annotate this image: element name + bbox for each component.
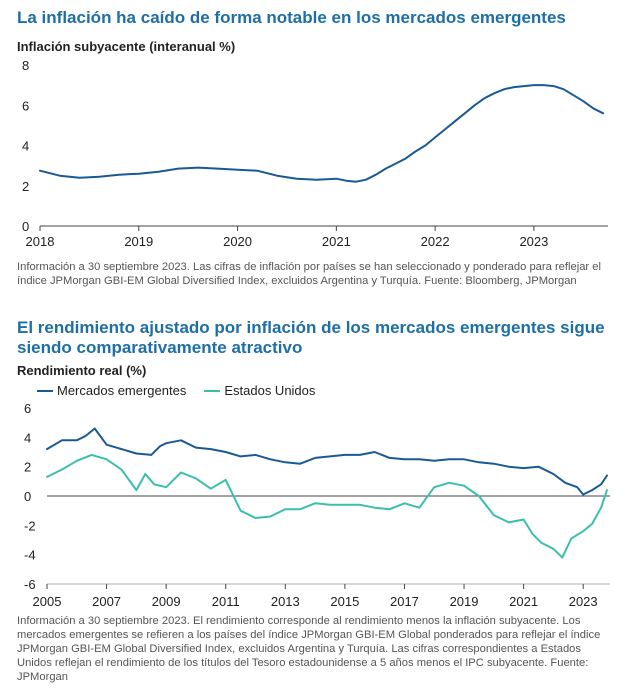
chart1-x-tick-label: 2022 — [421, 234, 450, 249]
chart1-x-tick-label: 2021 — [322, 234, 351, 249]
chart1-y-tick-label: 6 — [22, 98, 29, 113]
chart2-y-tick-label: 2 — [24, 460, 31, 475]
chart1-plot: 0 2 4 6 8 2018 2019 2020 2021 2022 2023 — [22, 58, 608, 249]
chart1-x-tick-label: 2020 — [223, 234, 252, 249]
chart2-series-line-a — [46, 427, 608, 496]
chart1-y-tick-label: 2 — [22, 179, 29, 194]
chart2-y-tick-label: -4 — [24, 548, 36, 563]
chart1-x-tick-label: 2019 — [124, 234, 153, 249]
chart2-x-tick-label: 2021 — [509, 594, 538, 609]
chart1-y-tick-label: 4 — [22, 139, 29, 154]
legend-item-us: Estados Unidos — [204, 383, 315, 398]
chart2-x-tick-label: 2011 — [212, 594, 240, 609]
chart2-axes — [46, 495, 610, 589]
legend-label-emerging: Mercados emergentes — [57, 383, 187, 398]
chart1-x-tick-label: 2023 — [519, 234, 548, 249]
legend-label-us: Estados Unidos — [224, 383, 316, 398]
chart1-y-tick-label: 0 — [22, 219, 29, 234]
chart1-title: La inflación ha caído de forma notable e… — [17, 8, 566, 27]
legend-swatch-emerging — [37, 389, 53, 392]
chart2-x-tick-label: 2023 — [569, 594, 598, 609]
chart2-legend: Mercados emergentes Estados Unidos — [37, 383, 333, 398]
chart2-series-line-b — [46, 453, 608, 559]
chart1-source-note: Información a 30 septiembre 2023. Las ci… — [17, 261, 601, 287]
chart1-series — [39, 84, 605, 183]
chart1-axes — [39, 225, 608, 231]
chart2-x-tick-label: 2005 — [33, 594, 62, 609]
chart2-y-tick-label: 0 — [24, 489, 31, 504]
chart2-title: El rendimiento ajustado por inflación de… — [17, 318, 605, 357]
chart1-y-tick-label: 8 — [22, 58, 29, 73]
chart2-source-note: Información a 30 septiembre 2023. El ren… — [17, 615, 601, 683]
chart2-x-tick-label: 2013 — [271, 594, 300, 609]
chart2-y-tick-label: 6 — [24, 401, 31, 416]
chart1-x-tick-label: 2018 — [26, 234, 55, 249]
legend-item-emerging: Mercados emergentes — [37, 383, 186, 398]
chart2-y-axis-label: Rendimiento real (%) — [17, 363, 147, 378]
chart2-tick-labels: -6 -4 -2 0 2 4 6 2005 2007 2009 2011 2013 2015 2017 20… — [24, 401, 598, 609]
legend-swatch-us — [204, 389, 221, 392]
chart2-y-tick-label: -2 — [24, 518, 36, 533]
chart2-x-tick-label: 2007 — [92, 594, 121, 609]
chart2-y-tick-label: 4 — [24, 430, 31, 445]
chart2-x-tick-label: 2019 — [450, 594, 479, 609]
chart2-series — [46, 427, 608, 559]
chart2-x-tick-label: 2017 — [390, 594, 419, 609]
chart1-series-line-a — [39, 84, 605, 183]
chart2-x-tick-label: 2015 — [330, 594, 359, 609]
chart1-y-axis-label: Inflación subyacente (interanual %) — [17, 39, 236, 54]
chart2-y-tick-label: -6 — [24, 577, 36, 592]
chart2-x-tick-label: 2009 — [152, 594, 181, 609]
chart2-plot: -6 -4 -2 0 2 4 6 2005 2007 2009 2011 2013 2015 2017 20… — [24, 401, 610, 609]
chart1-tick-labels: 0 2 4 6 8 2018 2019 2020 2021 2022 2023 — [22, 58, 548, 249]
